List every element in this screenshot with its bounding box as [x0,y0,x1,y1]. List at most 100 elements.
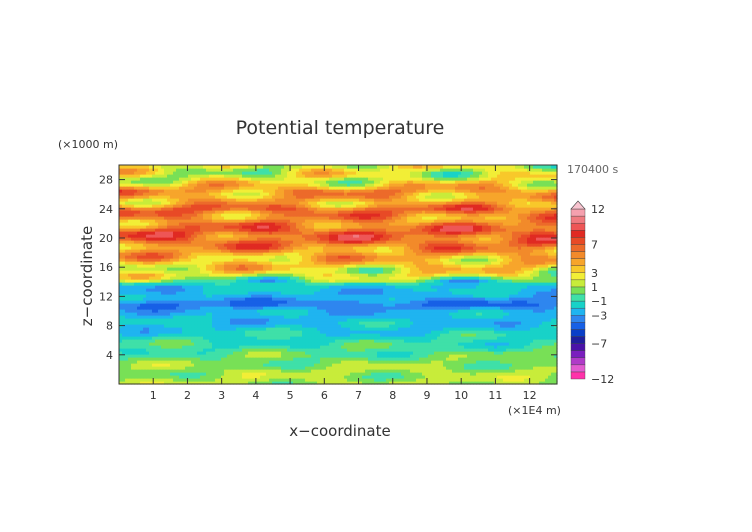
contour-cell [404,351,408,355]
contour-cell [257,333,261,337]
contour-cell [143,312,147,316]
contour-cell [335,366,339,370]
contour-cell [224,285,228,289]
contour-cell [311,366,315,370]
contour-cell [308,300,312,304]
contour-cell [473,285,477,289]
contour-cell [344,333,348,337]
contour-cell [443,357,447,361]
contour-cell [182,291,186,295]
contour-cell [395,327,399,331]
contour-cell [167,345,171,349]
contour-cell [251,372,255,376]
contour-cell [344,336,348,340]
contour-cell [497,282,501,286]
contour-cell [473,357,477,361]
contour-cell [509,381,513,385]
contour-cell [323,363,327,367]
contour-cell [542,366,546,370]
contour-cell [176,336,180,340]
contour-cell [152,282,156,286]
contour-cell [269,318,273,322]
contour-cell [497,327,501,331]
contour-cell [347,327,351,331]
contour-cell [179,345,183,349]
contour-cell [284,306,288,310]
contour-cell [401,351,405,355]
contour-cell [293,318,297,322]
contour-cell [143,297,147,301]
contour-cell [422,291,426,295]
contour-cell [185,378,189,382]
contour-cell [281,309,285,313]
contour-cell [434,339,438,343]
contour-cell [425,351,429,355]
contour-cell [485,321,489,325]
contour-cell [491,354,495,358]
contour-cell [464,345,468,349]
contour-cell [524,339,528,343]
contour-cell [407,291,411,295]
contour-cell [368,315,372,319]
contour-cell [509,321,513,325]
contour-cell [368,363,372,367]
contour-cell [521,378,525,382]
contour-cell [173,378,177,382]
contour-cell [317,324,321,328]
contour-cell [251,360,255,364]
contour-cell [290,348,294,352]
contour-cell [434,312,438,316]
contour-cell [125,288,129,292]
contour-cell [317,360,321,364]
contour-cell [551,300,555,304]
contour-cell [347,324,351,328]
contour-cell [389,345,393,349]
contour-cell [203,381,207,385]
contour-cell [284,348,288,352]
contour-cell [128,366,132,370]
contour-cell [176,306,180,310]
contour-cell [410,357,414,361]
contour-cell [482,381,486,385]
contour-cell [365,360,369,364]
contour-cell [392,381,396,385]
contour-cell [173,339,177,343]
contour-cell [158,288,162,292]
contour-cell [278,324,282,328]
contour-cell [212,366,216,370]
contour-cell [533,336,537,340]
contour-cell [434,381,438,385]
contour-cell [350,315,354,319]
contour-cell [311,372,315,376]
contour-cell [509,333,513,337]
contour-cell [284,378,288,382]
contour-cell [539,360,543,364]
contour-cell [413,291,417,295]
contour-cell [455,348,459,352]
contour-cell [284,375,288,379]
contour-cell [314,360,318,364]
contour-cell [137,360,141,364]
contour-cell [293,330,297,334]
contour-cell [227,369,231,373]
contour-cell [407,300,411,304]
contour-cell [446,297,450,301]
contour-cell [386,339,390,343]
contour-cell [182,309,186,313]
contour-cell [317,354,321,358]
contour-cell [311,342,315,346]
contour-cell [239,288,243,292]
contour-cell [467,363,471,367]
contour-cell [431,372,435,376]
contour-cell [527,327,531,331]
contour-cell [242,342,246,346]
contour-cell [446,282,450,286]
contour-cell [440,342,444,346]
contour-cell [179,321,183,325]
contour-cell [254,303,258,307]
contour-cell [536,381,540,385]
contour-cell [290,366,294,370]
contour-cell [227,285,231,289]
contour-cell [272,339,276,343]
contour-cell [500,321,504,325]
